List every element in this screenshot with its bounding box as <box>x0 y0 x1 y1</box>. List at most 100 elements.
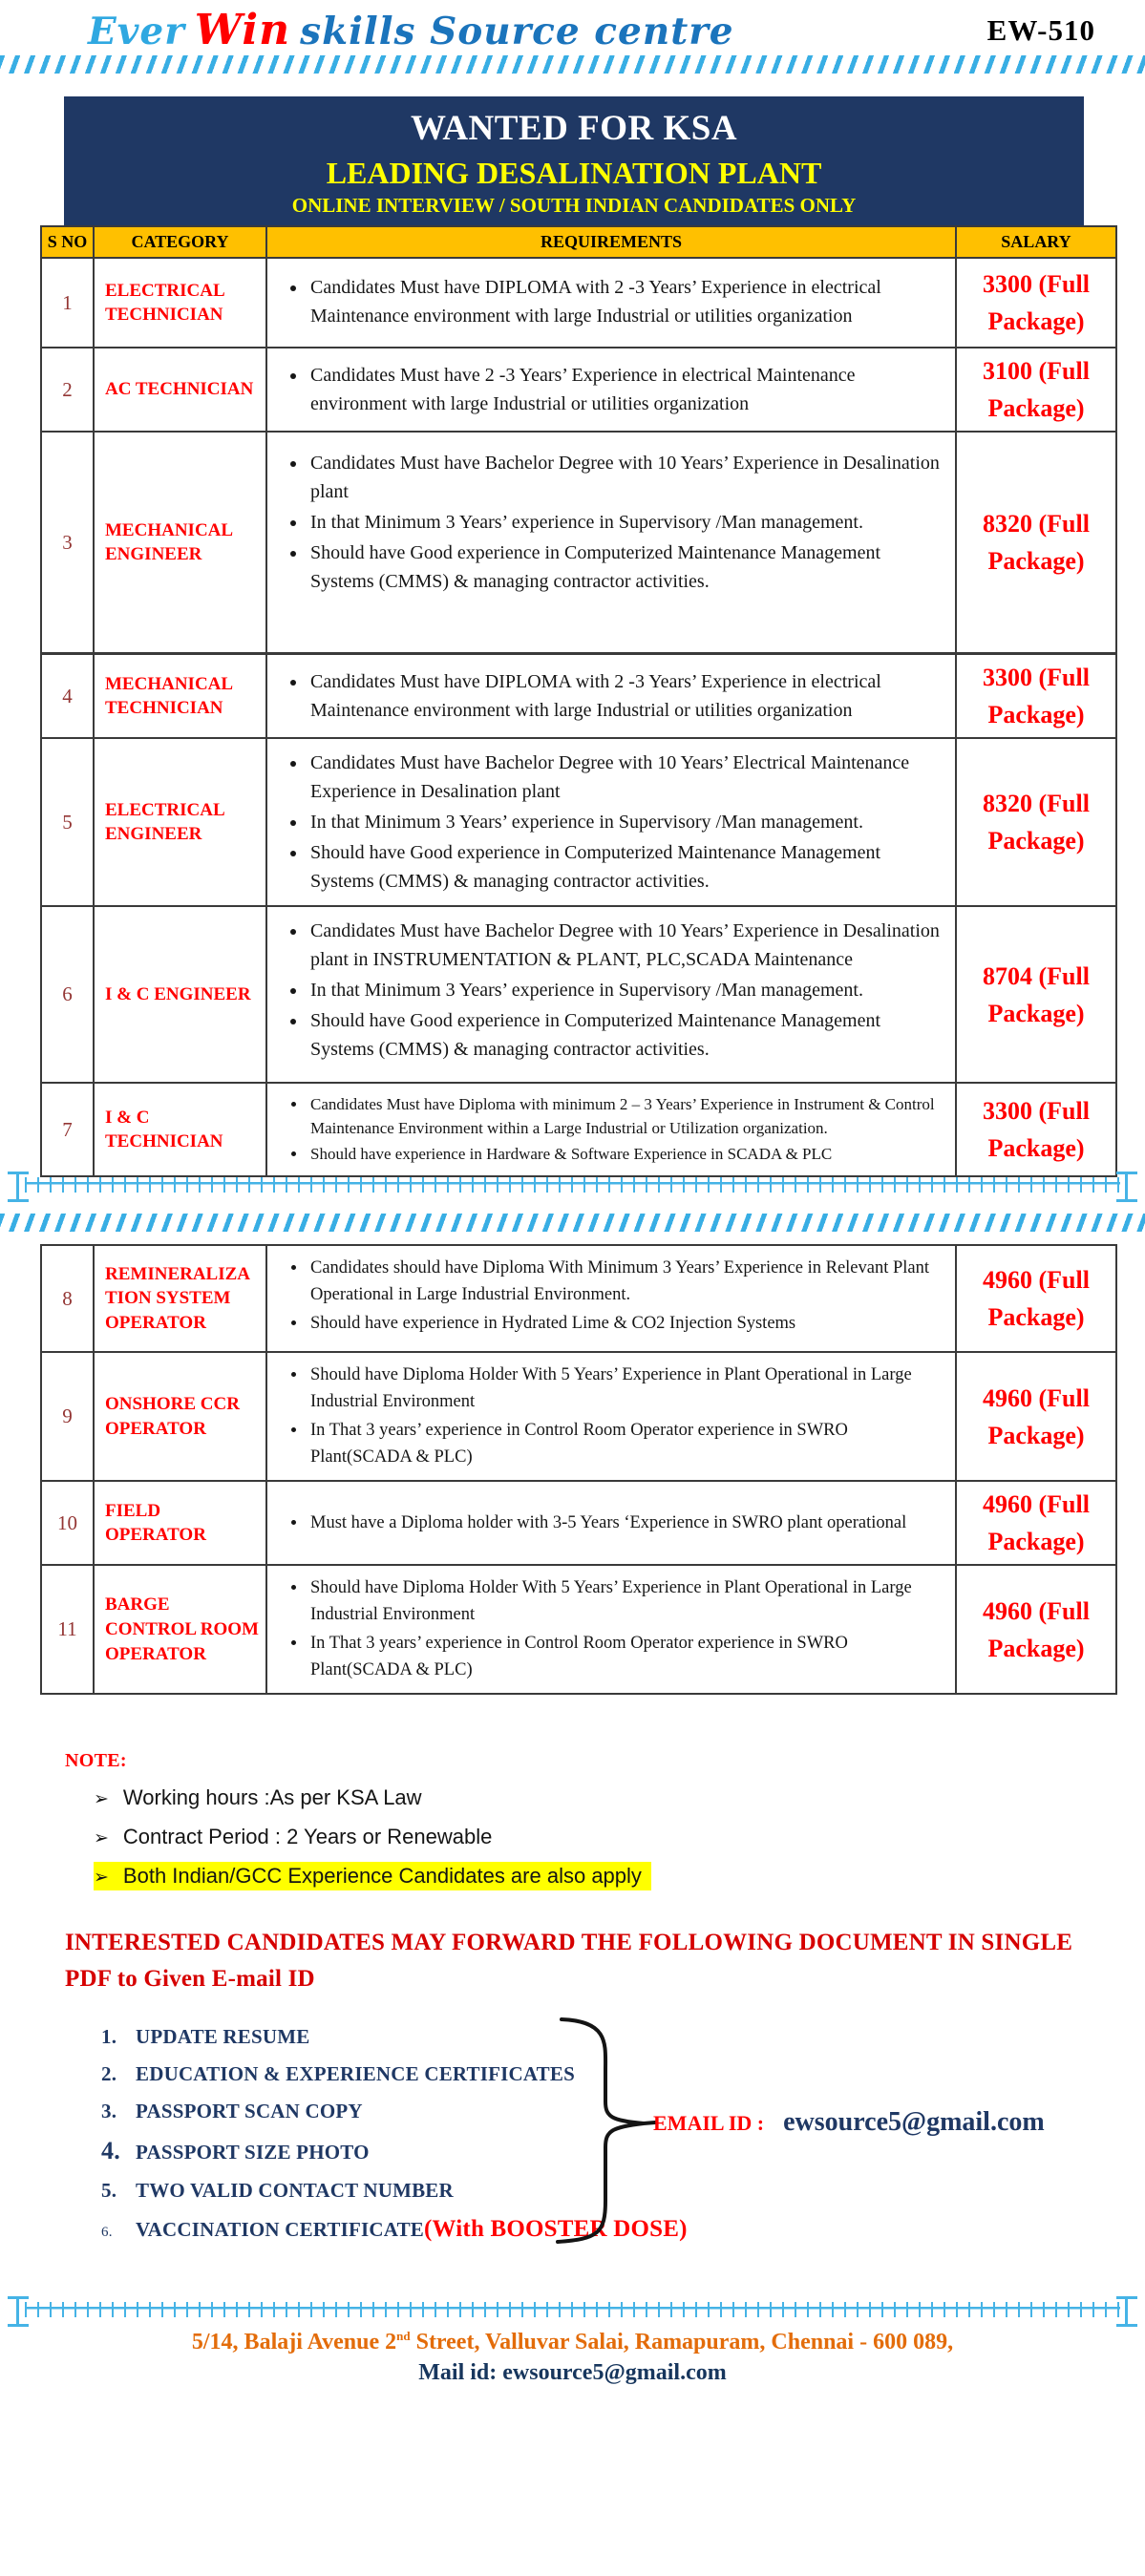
advert-code: EW-510 <box>986 13 1095 47</box>
job-salary: 3300 (Full Package) <box>955 1082 1117 1178</box>
requirement-list: Must have a Diploma holder with 3-5 Year… <box>267 1510 945 1537</box>
requirement-item: In that Minimum 3 Years’ experience in S… <box>307 508 945 537</box>
job-requirements: Must have a Diploma holder with 3-5 Year… <box>265 1480 957 1567</box>
brace-decoration <box>556 2017 657 2245</box>
requirement-list: Candidates Must have DIPLOMA with 2 -3 Y… <box>267 273 945 330</box>
requirement-list: Candidates Must have Bachelor Degree wit… <box>267 449 945 596</box>
job-category: FIELD OPERATOR <box>93 1480 267 1567</box>
page1-bottom-border <box>8 1172 1137 1203</box>
requirement-item: Should have experience in Hardware & Sof… <box>307 1143 945 1167</box>
job-salary: 3300 (Full Package) <box>955 652 1117 740</box>
job-salary: 3100 (Full Package) <box>955 347 1117 433</box>
requirement-list: Candidates Must have 2 -3 Years’ Experie… <box>267 361 945 418</box>
document-suffix: (With BOOSTER DOSE) <box>424 2216 688 2243</box>
agency-logo: Ever Win skills Source centre <box>88 7 734 53</box>
document-number: 5. <box>101 2179 117 2203</box>
logo-word-ever: Ever <box>88 10 185 53</box>
requirement-list: Candidates Must have Bachelor Degree wit… <box>267 749 945 896</box>
email-line: EMAIL ID : ewsource5@gmail.com <box>653 2107 1045 2138</box>
requirement-list: Candidates should have Diploma With Mini… <box>267 1256 945 1337</box>
requirement-item: Candidates Must have 2 -3 Years’ Experie… <box>307 361 945 418</box>
arrow-bullet-icon: ➢ <box>94 1868 109 1889</box>
address-suffix: Street, Valluvar Salai, Ramapuram, Chenn… <box>410 2330 954 2355</box>
document-number: 1. <box>101 2025 117 2049</box>
job-sno: 11 <box>40 1564 95 1696</box>
top-stripe-border <box>0 55 1145 74</box>
requirement-item: Should have Diploma Holder With 5 Years’… <box>307 1575 945 1629</box>
requirement-item: Candidates Must have DIPLOMA with 2 -3 Y… <box>307 667 945 725</box>
job-category: REMINERALIZATION SYSTEM OPERATOR <box>93 1244 267 1354</box>
address-ordinal: nd <box>396 2329 411 2344</box>
note-item: ➢ Contract Period : 2 Years or Renewable <box>94 1823 501 1851</box>
document-number: 4. <box>101 2137 120 2165</box>
job-requirements: Candidates Must have DIPLOMA with 2 -3 Y… <box>265 257 957 349</box>
requirement-item: Candidates Must have DIPLOMA with 2 -3 Y… <box>307 273 945 330</box>
job-requirements: Candidates Must have DIPLOMA with 2 -3 Y… <box>265 652 957 740</box>
job-sno: 7 <box>40 1082 95 1178</box>
logo-word-skills-source-centre: skills Source centre <box>300 10 734 53</box>
arrow-bullet-icon: ➢ <box>94 1789 109 1810</box>
job-row: 7I & C TECHNICIAN Candidates Must have Di… <box>40 1082 1117 1178</box>
requirement-item: Should have Good experience in Computeri… <box>307 538 945 596</box>
document-item: 4. PASSPORT SIZE PHOTO <box>101 2137 1145 2165</box>
note-item-text: Contract Period : 2 Years or Renewable <box>122 1825 493 1849</box>
cta-heading: INTERESTED CANDIDATES MAY FORWARD THE FO… <box>65 1925 1078 1996</box>
job-salary: 4960 (Full Package) <box>955 1244 1117 1354</box>
footer-mail: Mail id: ewsource5@gmail.com <box>418 2360 727 2386</box>
title-banner: WANTED FOR KSA LEADING DESALINATION PLAN… <box>64 96 1084 225</box>
page2-top-stripe-border <box>0 1214 1145 1233</box>
document-item: 5. TWO VALID CONTACT NUMBER <box>101 2179 1145 2203</box>
job-category: MECHANICAL ENGINEER <box>93 431 267 655</box>
job-salary: 4960 (Full Package) <box>955 1564 1117 1696</box>
jobs-table-page1: S NO CATEGORY REQUIREMENTS SALARY 1 ELECT… <box>40 224 1117 1178</box>
job-sno: 5 <box>40 737 95 908</box>
footer-border <box>8 2296 1137 2328</box>
document-number: 6. <box>101 2225 113 2241</box>
documents-section: 1. UPDATE RESUME 2. EDUCATION & EXPERIENCE … <box>101 2017 1145 2258</box>
job-category: AC TECHNICIAN <box>93 347 267 433</box>
job-sno: 3 <box>40 431 95 655</box>
requirement-list: Candidates Must have DIPLOMA with 2 -3 Y… <box>267 667 945 725</box>
footer: 5/14, Balaji Avenue 2nd Street, Valluvar… <box>0 2296 1145 2386</box>
requirement-list: Candidates Must have Diploma with minimu… <box>267 1093 945 1166</box>
banner-title: WANTED FOR KSA <box>410 109 738 148</box>
header-sno: S NO <box>40 224 95 260</box>
job-row: 2AC TECHNICIAN Candidates Must have 2 -3 … <box>40 347 1117 433</box>
requirement-item: In That 3 years’ experience in Control R… <box>307 1631 945 1684</box>
requirement-item: Candidates Must have Diploma with minimu… <box>307 1093 945 1140</box>
job-requirements: Should have Diploma Holder With 5 Years’… <box>265 1564 957 1696</box>
header-requirements: REQUIREMENTS <box>265 224 957 260</box>
banner-note: ONLINE INTERVIEW / SOUTH INDIAN CANDIDAT… <box>291 193 857 217</box>
job-category: MECHANICAL TECHNICIAN <box>93 652 267 740</box>
email-address: ewsource5@gmail.com <box>783 2107 1045 2138</box>
cta-line1: INTERESTED CANDIDATES MAY FORWARD THE FO… <box>65 1930 1073 1956</box>
note-list: ➢ Working hours :As per KSA Law ➢ Contract … <box>94 1784 1088 1891</box>
masthead: Ever Win skills Source centre EW-510 <box>0 0 1145 55</box>
header-category: CATEGORY <box>93 224 267 260</box>
job-sno: 10 <box>40 1480 95 1567</box>
arrow-bullet-icon: ➢ <box>94 1828 109 1849</box>
job-category: I & C TECHNICIAN <box>93 1082 267 1178</box>
job-salary: 8704 (Full Package) <box>955 905 1117 1085</box>
job-requirements: Candidates Must have Diploma with minimu… <box>265 1082 957 1178</box>
document-number: 2. <box>101 2062 117 2086</box>
job-salary: 4960 (Full Package) <box>955 1480 1117 1567</box>
job-category: ONSHORE CCR OPERATOR <box>93 1351 267 1483</box>
note-title: NOTE: <box>65 1750 127 1772</box>
document-text: TWO VALID CONTACT NUMBER <box>136 2179 454 2203</box>
note-item: ➢ Both Indian/GCC Experience Candidates a… <box>94 1862 651 1891</box>
requirement-list: Candidates Must have Bachelor Degree wit… <box>267 917 945 1064</box>
requirement-item: Candidates Must have Bachelor Degree wit… <box>307 449 945 506</box>
requirement-item: In That 3 years’ experience in Control R… <box>307 1418 945 1471</box>
requirement-item: In that Minimum 3 Years’ experience in S… <box>307 808 945 836</box>
job-sno: 2 <box>40 347 95 433</box>
job-requirements: Candidates Must have Bachelor Degree wit… <box>265 737 957 908</box>
